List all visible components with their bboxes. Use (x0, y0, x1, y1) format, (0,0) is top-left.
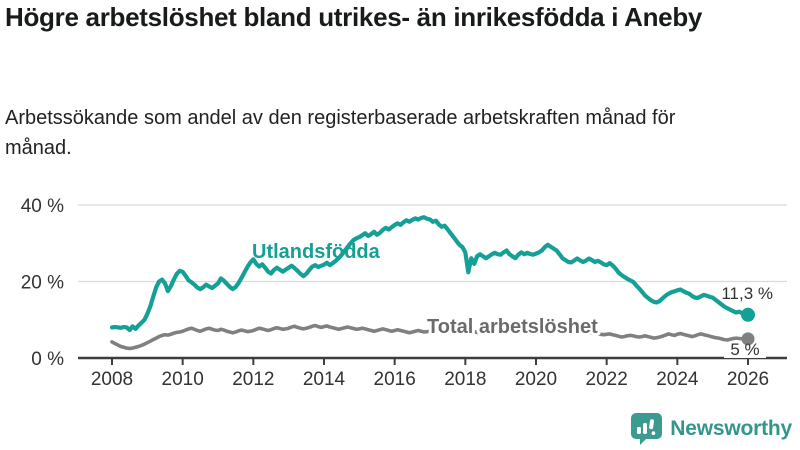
end-label-backdrop (724, 340, 766, 358)
x-tick-label: 2020 (515, 369, 557, 390)
y-tick-label: 20 % (21, 273, 64, 294)
x-tick-label: 2016 (374, 369, 416, 390)
chart-subtitle: Arbetssökande som andel av den registerb… (5, 107, 676, 159)
x-tick-label: 2026 (727, 369, 769, 390)
series-label-utlandsfodda: Utlandsfödda (252, 241, 381, 263)
x-tick-label: 2010 (162, 369, 204, 390)
series-line-utlandsfodda (109, 215, 751, 333)
series-line-total (110, 323, 750, 351)
y-tick-label: 40 % (21, 196, 64, 217)
end-value-label-total: 5 % (730, 340, 759, 359)
end-value-label-utlandsfodda: 11,3 % (721, 284, 773, 303)
newsworthy-logo-icon (631, 413, 663, 445)
x-tick-label: 2018 (444, 369, 486, 390)
y-tick-label: 0 % (31, 349, 64, 370)
series-end-dot-total (741, 332, 755, 346)
x-tick-label: 2008 (91, 369, 133, 390)
series-end-dot-utlandsfodda (740, 307, 755, 322)
series-label-total: Total arbetslöshet (427, 316, 598, 338)
x-tick-label: 2024 (656, 369, 699, 390)
x-tick-label: 2012 (232, 369, 274, 390)
chart-title: Högre arbetslöshet bland utrikes- än inr… (5, 2, 703, 32)
x-tick-label: 2022 (586, 369, 628, 390)
newsworthy-brand-text: Newsworthy (670, 417, 792, 440)
x-tick-label: 2014 (303, 369, 346, 390)
newsworthy-brand[interactable]: Newsworthy (630, 412, 792, 446)
unemployment-line-chart: 0 % 20 % 40 % 2008 2010 2012 2014 2016 2018 2020 2… (21, 196, 787, 390)
